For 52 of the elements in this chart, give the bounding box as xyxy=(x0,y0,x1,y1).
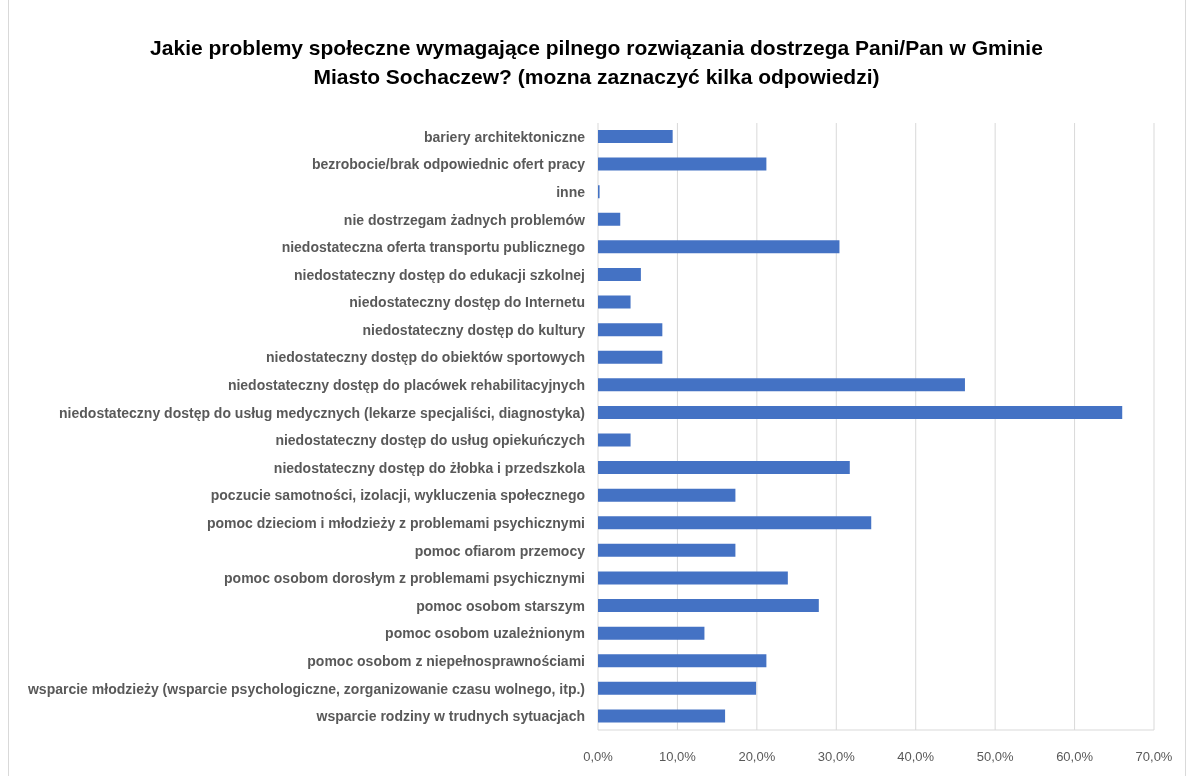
y-tick-label: bezrobocie/brak odpowiednic ofert pracy xyxy=(311,156,586,173)
y-tick-label: inne xyxy=(556,183,586,200)
bar xyxy=(598,240,840,254)
y-tick-label: wsparcie rodziny w trudnych sytuacjach xyxy=(315,708,585,725)
y-tick-label: wsparcie młodzieży (wsparcie psychologiczne, zorganizowanie czasu wolnego, itp.) xyxy=(26,680,585,697)
x-tick-label: 50,0% xyxy=(976,749,1015,765)
bar xyxy=(598,681,757,695)
x-tick-label: 60,0% xyxy=(1056,749,1094,765)
x-tick-label: 40,0% xyxy=(897,749,935,765)
bar xyxy=(598,350,663,364)
y-tick-label: niedostateczny dostęp do obiektów sportowych xyxy=(266,349,585,366)
x-tick-label: 0,0% xyxy=(583,749,614,765)
y-tick-label: pomoc osobom z niepełnosprawnościami xyxy=(307,652,585,669)
bar xyxy=(598,212,621,226)
y-tick-label: pomoc ofiarom przemocy xyxy=(414,542,586,559)
bar xyxy=(598,295,631,309)
bar xyxy=(598,516,872,530)
bar xyxy=(598,323,663,337)
bar xyxy=(598,433,631,447)
y-tick-label: poczucie samotności, izolacji, wykluczenia społecznego xyxy=(210,487,585,504)
bar xyxy=(598,461,850,475)
y-tick-label: pomoc osobom starszym xyxy=(416,597,585,614)
y-tick-label: niedostateczna oferta transportu publicznego xyxy=(281,239,585,256)
y-tick-label: nie dostrzegam żadnych problemów xyxy=(343,211,586,228)
chart-title: Jakie problemy społeczne wymagające pilnego rozwiązania dostrzega Pani/Pan w Gminie Miasto Sochaczew? (mozna zaznaczyć kilka odpowiedzi) xyxy=(149,35,1044,90)
y-tick-label: pomoc osobom dorosłym z problemami psychicznymi xyxy=(224,570,585,587)
y-tick-label: niedostateczny dostęp do edukacji szkolnej xyxy=(294,266,585,283)
y-tick-label: bariery architektoniczne xyxy=(423,128,586,145)
y-tick-label: niedostateczny dostęp do usług opiekuńczych xyxy=(275,432,585,449)
y-tick-label: pomoc osobom uzależnionym xyxy=(385,625,585,642)
bar xyxy=(598,130,673,143)
y-tick-label: niedostateczny dostęp do żłobka i przedszkola xyxy=(273,459,586,476)
bar xyxy=(598,709,726,723)
y-tick-label: niedostateczny dostęp do usług medycznych (lekarze specjaliści, diagnostyka) xyxy=(59,404,585,421)
bar xyxy=(598,405,1123,419)
y-tick-label: niedostateczny dostęp do placówek rehabilitacyjnych xyxy=(227,377,585,394)
bar xyxy=(598,626,705,640)
x-tick-label: 70,0% xyxy=(1135,749,1173,765)
bar xyxy=(598,654,767,668)
y-tick-label: niedostateczny dostęp do kultury xyxy=(362,321,586,338)
bar xyxy=(598,378,965,392)
bar xyxy=(598,488,736,502)
x-tick-label: 30,0% xyxy=(817,749,856,765)
bar xyxy=(598,543,736,557)
x-tick-label: 10,0% xyxy=(658,749,697,765)
bar xyxy=(598,599,819,613)
bar xyxy=(598,157,767,171)
y-tick-label: pomoc dzieciom i młodzieży z problemami psychicznymi xyxy=(206,515,585,532)
bar xyxy=(598,267,641,281)
bar xyxy=(598,571,788,585)
x-tick-label: 20,0% xyxy=(738,749,776,765)
y-tick-label: niedostateczny dostęp do Internetu xyxy=(349,294,585,311)
